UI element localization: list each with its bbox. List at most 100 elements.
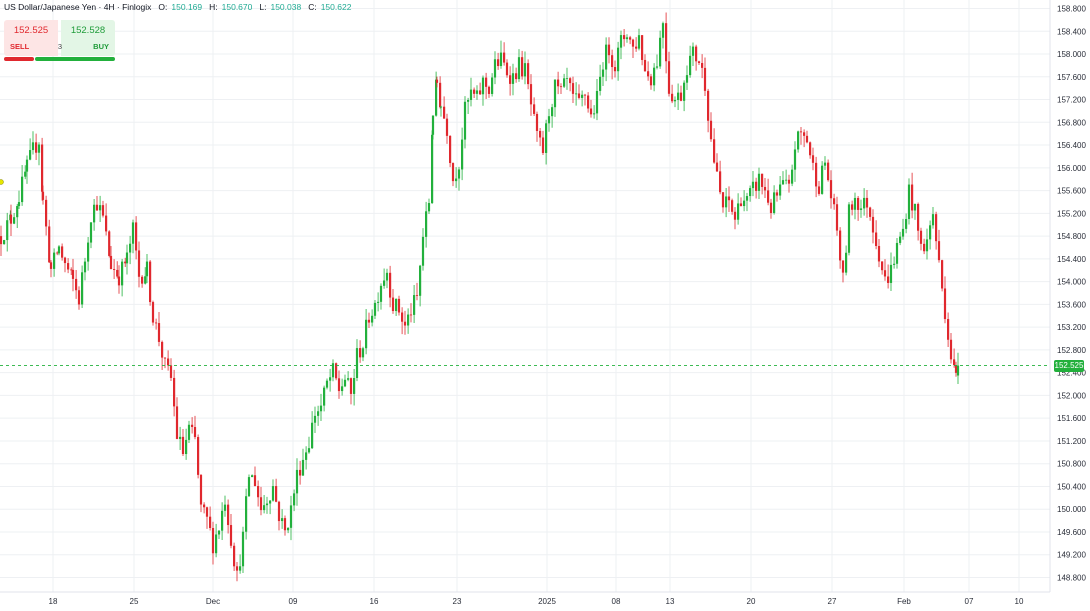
candle-body — [847, 204, 851, 253]
candle-body — [24, 171, 27, 177]
candle-body — [445, 118, 449, 136]
candle-body — [305, 452, 308, 460]
candle-body — [863, 197, 866, 209]
candle-body — [899, 236, 902, 243]
candle-body — [793, 149, 797, 170]
candle-body — [229, 525, 233, 546]
x-tick-label: 18 — [49, 597, 58, 606]
candle-body — [865, 197, 869, 208]
candle-body — [745, 196, 749, 201]
candle-body — [929, 225, 932, 240]
candle-body — [331, 363, 335, 378]
time-axis[interactable]: 18 25 Dec 09 16 23 2025 08 13 20 27 Feb 07 10 — [49, 597, 1024, 606]
candle-body — [9, 214, 13, 224]
candle-body — [956, 365, 960, 376]
candle-body — [113, 269, 116, 270]
candle-body — [311, 422, 314, 449]
close-value: 150.622 — [320, 2, 352, 12]
candle-body — [871, 216, 875, 233]
candle-body — [415, 295, 419, 296]
candle-body — [491, 77, 494, 94]
candle-body — [187, 424, 191, 440]
candle-body — [275, 486, 278, 502]
candle-body — [283, 518, 287, 531]
candle-body — [809, 142, 812, 156]
candle-body — [149, 261, 152, 303]
grid-lines — [0, 0, 1051, 593]
candle-body — [893, 263, 896, 265]
candle-body — [911, 184, 914, 211]
candle-body — [767, 190, 770, 203]
sell-button[interactable]: 152.525 SELL — [4, 20, 58, 56]
candle-body — [121, 261, 124, 286]
candle-body — [257, 486, 260, 498]
candle-body — [733, 211, 737, 220]
y-tick-label: 151.200 — [1057, 437, 1086, 446]
candle-body — [659, 37, 662, 67]
candle-body — [157, 323, 161, 342]
candle-body — [48, 226, 51, 263]
candle-body — [109, 255, 113, 270]
candle-body — [145, 261, 149, 277]
candle-body — [419, 265, 422, 296]
candle-body — [791, 169, 794, 184]
candle-body — [71, 269, 75, 279]
candle-body — [0, 236, 3, 245]
candle-body — [539, 130, 542, 138]
candle-body — [691, 46, 695, 56]
candle-body — [223, 504, 227, 511]
candle-body — [117, 276, 121, 286]
candle-body — [239, 566, 242, 571]
y-tick-label: 149.600 — [1057, 528, 1086, 537]
candle-body — [931, 214, 935, 226]
last-price-tag: 152.525 — [1054, 359, 1084, 372]
candle-body — [179, 436, 182, 439]
candle-body — [803, 132, 806, 136]
candle-body — [653, 67, 656, 86]
candle-body — [835, 204, 839, 231]
candle-body — [251, 475, 254, 478]
candle-body — [487, 86, 491, 94]
candle-body — [619, 35, 623, 48]
candle-body — [317, 411, 320, 416]
candle-body — [391, 297, 395, 312]
y-tick-label: 157.200 — [1057, 96, 1086, 105]
x-tick-label: 23 — [453, 597, 462, 606]
candle-body — [323, 387, 326, 406]
candle-body — [141, 276, 144, 284]
candle-body — [557, 79, 560, 87]
candle-body — [421, 236, 425, 266]
candle-body — [56, 252, 59, 254]
trade-panel: 152.525 SELL 152.528 BUY 3 — [4, 20, 115, 64]
y-tick-label: 158.400 — [1057, 27, 1086, 36]
candle-body — [131, 222, 135, 244]
buy-button[interactable]: 152.528 BUY — [61, 20, 115, 56]
symbol-title[interactable]: US Dollar/Japanese Yen · 4H · Finlogix — [4, 2, 152, 12]
low-value: 150.038 — [270, 2, 302, 12]
candle-body — [245, 496, 248, 532]
candle-body — [581, 94, 584, 98]
candle-body — [641, 35, 644, 60]
candle-body — [371, 315, 374, 323]
candle-body — [509, 75, 512, 84]
candle-body — [359, 348, 362, 358]
candle-body — [737, 203, 740, 220]
quantity-input[interactable]: 3 — [57, 42, 63, 51]
candle-body — [545, 123, 548, 153]
y-tick-label: 156.800 — [1057, 118, 1086, 127]
candle-body — [329, 377, 332, 381]
y-tick-label: 152.400 — [1057, 369, 1086, 378]
x-tick-label: 08 — [612, 597, 621, 606]
candle-body — [629, 37, 632, 40]
candle-body — [845, 252, 848, 273]
price-axis[interactable]: 148.800 149.200 149.600 150.000 150.400 150.8… — [1057, 5, 1086, 583]
y-tick-label: 153.200 — [1057, 323, 1086, 332]
candle-body — [341, 386, 344, 392]
y-tick-label: 157.600 — [1057, 73, 1086, 82]
y-tick-label: 158.800 — [1057, 5, 1086, 14]
candle-body — [925, 239, 929, 252]
candle-body — [413, 295, 416, 315]
candle-body — [385, 272, 389, 281]
candle-body — [635, 46, 638, 49]
